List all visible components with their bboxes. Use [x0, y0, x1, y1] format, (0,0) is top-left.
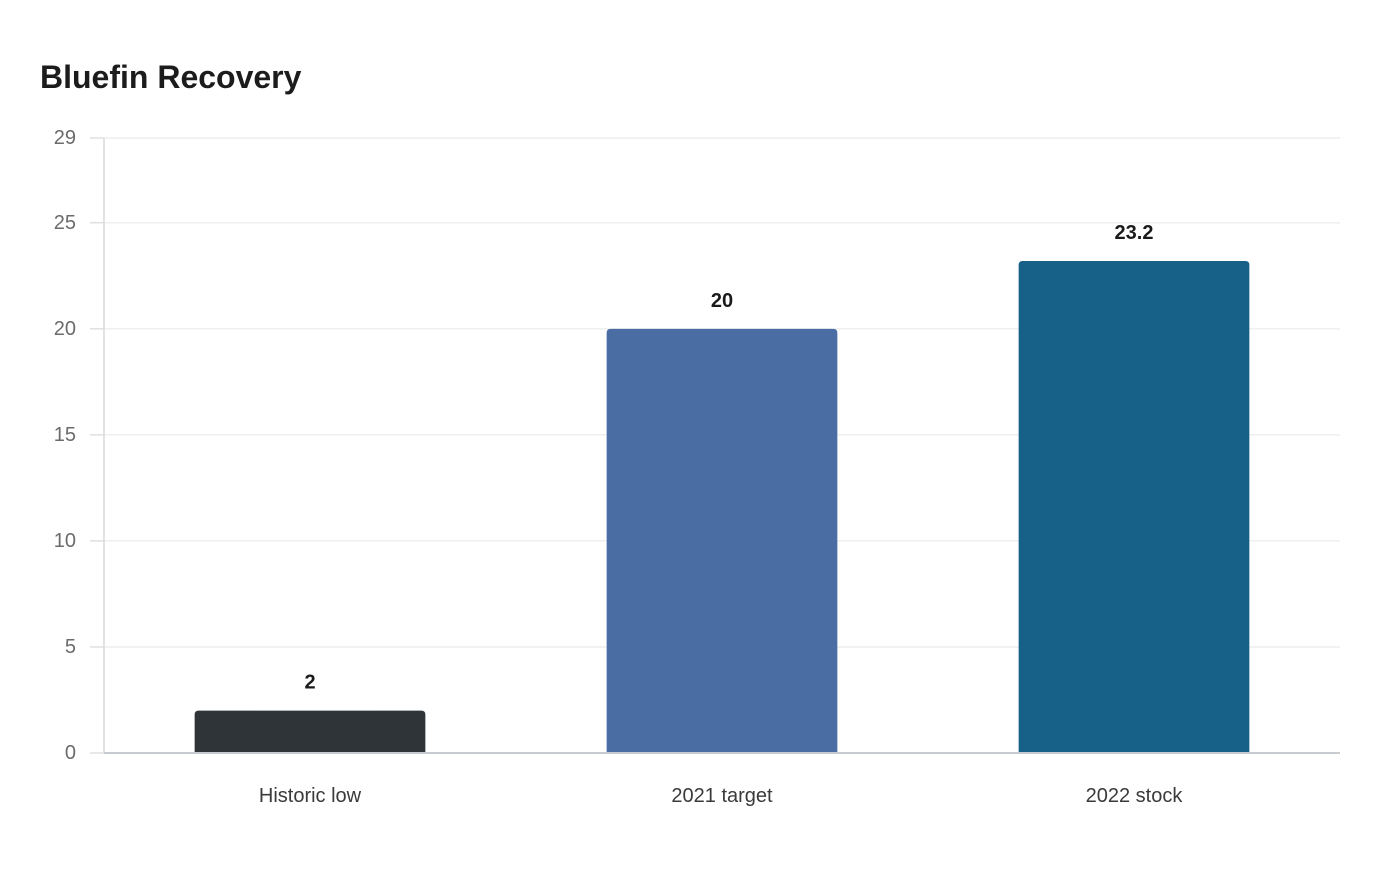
- bar-2022-stock: [1018, 261, 1250, 753]
- y-tick-labels: 0 5 10 15 20 25 29: [54, 127, 76, 764]
- y-tick-label: 29: [54, 127, 76, 149]
- y-tick-label: 10: [54, 530, 76, 552]
- bar-2021-target: [606, 328, 838, 753]
- data-label: 23.2: [1115, 222, 1154, 244]
- category-label: 2021 target: [671, 785, 773, 807]
- bar-historic-low: [194, 710, 426, 753]
- chart-title: Bluefin Recovery: [40, 59, 302, 95]
- y-tick-label: 0: [65, 742, 76, 764]
- category-label: 2022 stock: [1086, 785, 1184, 807]
- y-tick-label: 5: [65, 636, 76, 658]
- bars: [194, 261, 1250, 753]
- y-tick-label: 25: [54, 212, 76, 234]
- y-tick-label: 20: [54, 318, 76, 340]
- data-label: 2: [304, 672, 315, 694]
- data-labels: 2 20 23.2: [304, 222, 1153, 694]
- y-tick-label: 15: [54, 424, 76, 446]
- category-label: Historic low: [259, 785, 362, 807]
- data-label: 20: [711, 290, 733, 312]
- axes: [90, 137, 1340, 754]
- category-labels: Historic low 2021 target 2022 stock: [259, 785, 1183, 807]
